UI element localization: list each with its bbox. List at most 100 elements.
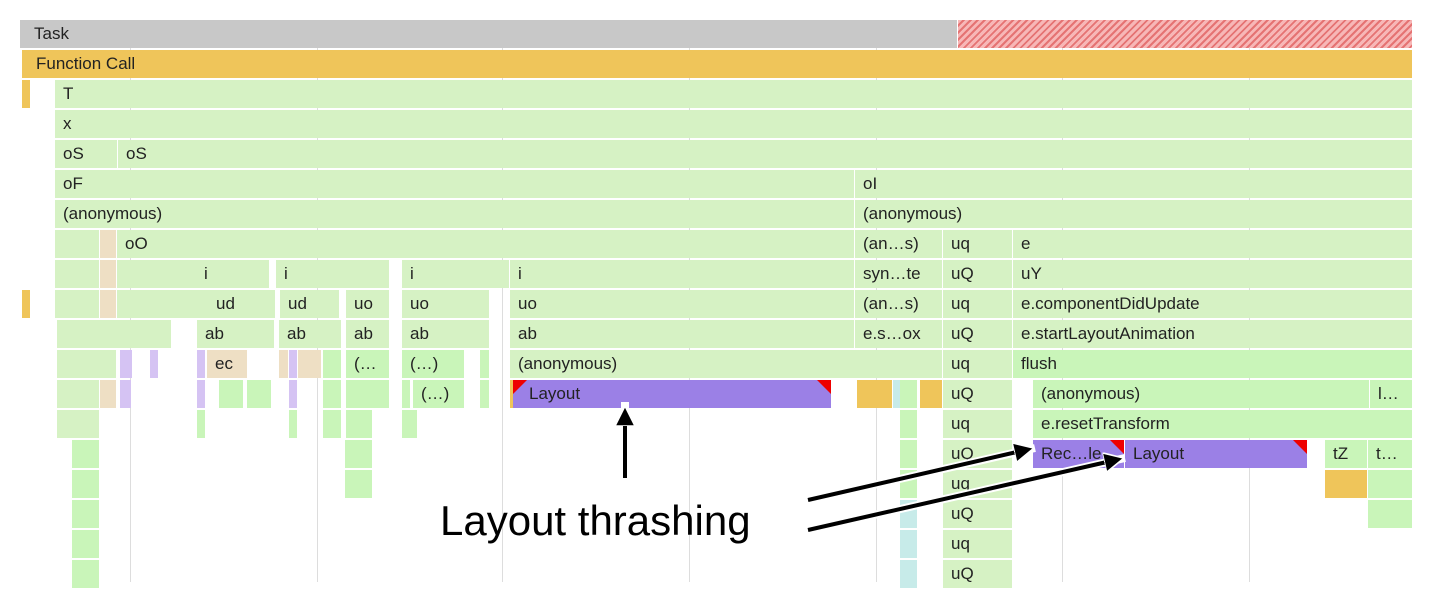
flame-frame-os[interactable]: oS [55,140,117,168]
flame-frame-ud[interactable]: ud [280,290,339,318]
flame-frame[interactable] [72,500,99,528]
flame-frame-uq[interactable]: uq [943,350,1012,378]
long-task-overrun[interactable] [958,20,1412,48]
flame-frame-ab[interactable]: ab [510,320,854,348]
flame-frame-x[interactable]: x [55,110,1412,138]
flame-frame-anonymous[interactable]: (anonymous) [855,200,1412,228]
flame-frame-paren-ellipsis[interactable]: (…) [413,380,464,408]
flame-frame-reset-transform[interactable]: e.resetTransform [1033,410,1412,438]
flame-frame[interactable] [900,530,917,558]
flame-frame-uq[interactable]: uQ [943,320,1012,348]
flame-frame-uo[interactable]: uo [402,290,489,318]
flame-frame[interactable] [279,350,288,378]
flame-frame[interactable] [900,560,917,588]
flame-frame[interactable] [100,290,116,318]
flame-frame-of[interactable]: oF [55,170,854,198]
flame-frame[interactable] [247,380,271,408]
flame-frame-uq[interactable]: uQ [943,500,1012,528]
flame-frame[interactable] [402,380,410,408]
flame-frame-component-did-update[interactable]: e.componentDidUpdate [1013,290,1412,318]
flame-frame[interactable] [1368,500,1412,528]
flame-frame-layout[interactable]: Layout [513,380,831,408]
flame-frame-t[interactable]: T [55,80,1412,108]
flame-frame-ab[interactable]: ab [197,320,274,348]
flame-frame[interactable] [1325,470,1367,498]
flame-frame[interactable] [57,350,116,378]
flame-frame[interactable] [900,410,917,438]
flame-frame[interactable] [289,380,297,408]
flame-frame[interactable] [72,440,99,468]
flame-frame-layout[interactable]: Layout [1125,440,1307,468]
flame-frame[interactable] [57,320,171,348]
flame-frame-uq[interactable]: uq [943,410,1012,438]
flame-frame-uy[interactable]: uY [1013,260,1412,288]
flame-frame-oi[interactable]: oI [855,170,1412,198]
flame-frame[interactable] [289,350,297,378]
flame-frame-i[interactable]: i [510,260,854,288]
flame-frame[interactable] [57,380,99,408]
flame-frame[interactable] [289,410,297,438]
flame-frame[interactable] [857,380,892,408]
flame-frame-ab[interactable]: ab [346,320,389,348]
flame-frame-uq[interactable]: uq [943,230,1012,258]
flame-frame[interactable] [893,380,901,408]
flame-frame-paren-ellipsis[interactable]: (…) [402,350,464,378]
flame-frame[interactable] [197,410,205,438]
flame-frame-oo[interactable]: oO [117,230,854,258]
flame-frame[interactable] [480,350,489,378]
flame-frame[interactable] [920,380,942,408]
flame-frame[interactable] [150,350,158,378]
flame-frame-uq[interactable]: uQ [943,560,1012,588]
flame-frame-function-call[interactable]: Function Call [22,50,1412,78]
flame-frame[interactable] [900,440,917,468]
flame-frame-uq[interactable]: uQ [943,440,1012,468]
flame-frame-i[interactable]: i [196,260,269,288]
flame-frame-os[interactable]: oS [118,140,1412,168]
flame-frame-ud[interactable]: ud [208,290,275,318]
flame-frame-t-trunc[interactable]: t… [1368,440,1412,468]
flame-frame-ec[interactable]: ec [207,350,247,378]
flame-frame-i[interactable]: i [276,260,389,288]
flame-frame[interactable] [55,260,99,288]
flame-frame-an-s[interactable]: (an…s) [855,290,942,318]
flame-frame[interactable] [323,380,341,408]
flame-frame[interactable] [72,530,99,558]
flame-frame[interactable] [57,410,99,438]
flame-frame-i[interactable]: i [402,260,509,288]
flame-frame-e[interactable]: e [1013,230,1412,258]
flame-frame[interactable] [72,470,99,498]
flame-frame[interactable] [402,410,417,438]
flame-frame[interactable] [120,350,132,378]
flame-frame[interactable] [298,350,321,378]
flame-frame[interactable] [55,290,99,318]
flame-frame-ab[interactable]: ab [279,320,341,348]
flame-frame-paren-trunc[interactable]: (… [346,350,389,378]
flame-frame[interactable] [55,230,99,258]
flame-frame-tz[interactable]: tZ [1325,440,1367,468]
flame-frame[interactable] [900,380,917,408]
flame-frame[interactable] [120,380,131,408]
flame-frame[interactable] [197,380,205,408]
flame-frame-syn-te[interactable]: syn…te [855,260,942,288]
flame-frame[interactable] [72,560,99,588]
flame-frame-uq[interactable]: uq [943,290,1012,318]
flame-frame-uo[interactable]: uo [346,290,389,318]
flame-frame[interactable] [345,470,372,498]
flame-frame-an-s[interactable]: (an…s) [855,230,942,258]
flame-frame[interactable] [346,410,372,438]
flame-frame[interactable] [323,410,341,438]
flame-frame-uq[interactable]: uQ [943,380,1012,408]
flame-frame[interactable] [100,260,116,288]
flame-frame[interactable] [22,80,30,108]
flame-frame-uq[interactable]: uQ [943,260,1012,288]
flame-frame-flush[interactable]: flush [1013,350,1412,378]
flame-frame-uq[interactable]: uq [943,530,1012,558]
flame-frame-ab[interactable]: ab [402,320,489,348]
flame-frame[interactable] [345,440,372,468]
flame-frame[interactable] [1368,470,1412,498]
flame-frame[interactable] [346,380,389,408]
flame-frame-task[interactable]: Task [20,20,957,48]
flame-frame[interactable] [323,350,341,378]
flame-frame[interactable] [219,380,243,408]
